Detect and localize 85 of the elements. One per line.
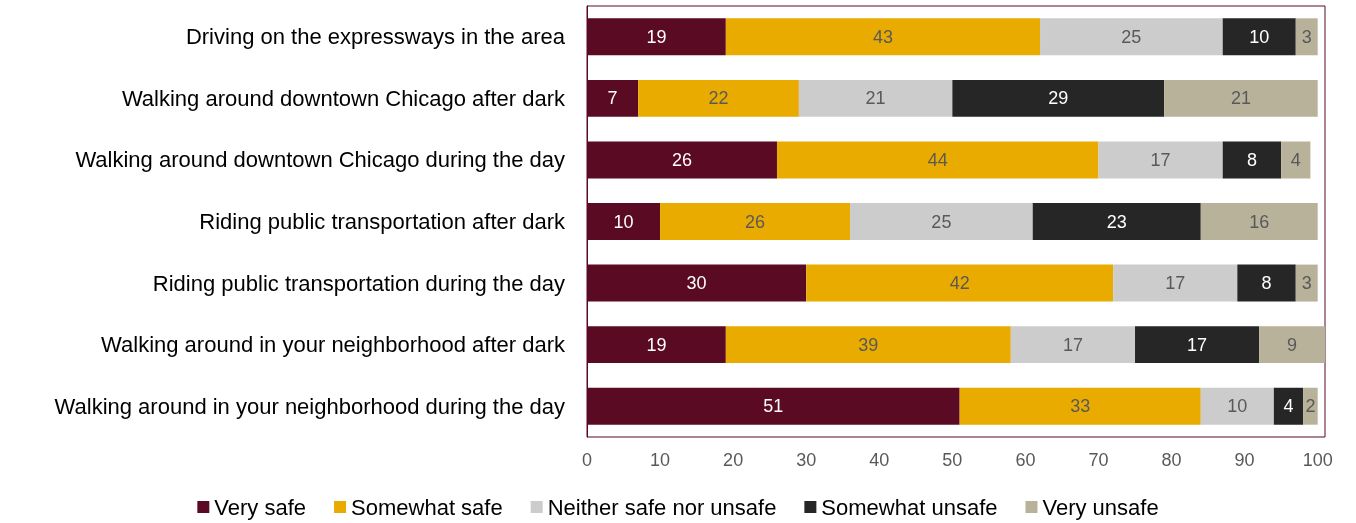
x-tick-label: 20 [723, 450, 744, 470]
x-tick-label: 50 [942, 450, 963, 470]
x-tick-label: 30 [796, 450, 817, 470]
data-label: 43 [872, 26, 893, 47]
bar [1040, 18, 1223, 56]
bar [1295, 264, 1318, 302]
data-label: 33 [1070, 396, 1091, 417]
bar [1010, 326, 1136, 364]
x-tick-label: 80 [1161, 450, 1182, 470]
bar [1032, 203, 1201, 240]
y-tick-label: Driving on the expressways in the area [185, 24, 566, 50]
legend-label: Somewhat unsafe [821, 494, 998, 520]
data-label: 3 [1301, 273, 1312, 294]
data-label: 19 [646, 334, 667, 355]
bar [776, 141, 1099, 179]
x-tick-label: 60 [1015, 450, 1036, 470]
bar [959, 387, 1201, 425]
x-tick-label: 0 [581, 450, 593, 470]
y-tick-label: Walking around downtown Chicago during the day [75, 147, 565, 173]
data-label: 30 [686, 273, 707, 294]
legend-label: Very unsafe [1042, 494, 1159, 520]
data-label: 4 [1283, 396, 1294, 417]
data-label: 3 [1301, 26, 1312, 47]
bar [725, 18, 1041, 56]
data-label: 4 [1290, 149, 1301, 170]
x-tick-label: 40 [869, 450, 890, 470]
x-tick-label: 100 [1302, 450, 1333, 470]
data-label: 29 [1048, 88, 1069, 109]
y-tick-label: Walking around downtown Chicago after dark [121, 85, 566, 111]
data-label: 44 [927, 149, 948, 170]
bar [1135, 326, 1260, 364]
bar [1295, 18, 1318, 56]
y-tick-label: Walking around in your neighborhood after dark [101, 332, 566, 358]
data-label: 39 [858, 334, 879, 355]
data-label: 17 [1187, 334, 1208, 355]
data-label: 19 [646, 26, 667, 47]
x-tick-label: 10 [650, 450, 671, 470]
data-label: 25 [1121, 26, 1142, 47]
data-label: 26 [745, 211, 766, 232]
bar [850, 203, 1033, 240]
legend-label: Neither safe nor unsafe [547, 494, 777, 520]
data-label: 10 [1249, 26, 1270, 47]
x-tick-label: 70 [1088, 450, 1109, 470]
bar [1098, 141, 1223, 179]
data-label: 23 [1106, 211, 1127, 232]
data-label: 51 [763, 396, 784, 417]
bar [1113, 264, 1238, 302]
bar [806, 264, 1114, 302]
data-label: 9 [1287, 334, 1298, 355]
data-label: 25 [931, 211, 952, 232]
y-tick-label: Walking around in your neighborhood during the day [54, 393, 565, 419]
bar [952, 79, 1165, 117]
bar [1259, 326, 1325, 364]
data-label: 26 [671, 149, 693, 170]
data-label: 10 [613, 211, 634, 232]
data-label: 16 [1249, 211, 1270, 232]
bar [660, 203, 851, 240]
bar [1222, 141, 1282, 179]
data-label: 10 [1227, 396, 1248, 417]
data-label: 7 [607, 88, 618, 109]
bar [1237, 264, 1296, 302]
bar [1164, 79, 1318, 117]
data-label: 21 [865, 88, 886, 109]
legend-label: Somewhat safe [351, 494, 503, 520]
data-label: 17 [1150, 149, 1171, 170]
y-tick-label: Riding public transportation during the day [152, 270, 565, 296]
data-label: 21 [1230, 88, 1251, 109]
bar [638, 79, 799, 117]
bar [1222, 18, 1296, 56]
data-label: 42 [949, 273, 970, 294]
bar [798, 79, 953, 117]
data-label: 17 [1165, 273, 1186, 294]
y-tick-label: Riding public transportation after dark [199, 209, 566, 234]
data-label: 8 [1261, 273, 1272, 294]
bar [1281, 141, 1311, 179]
bar [1273, 387, 1304, 425]
x-tick-label: 90 [1234, 450, 1255, 470]
data-label: 8 [1246, 149, 1257, 170]
bar [1200, 203, 1318, 240]
legend-label: Very safe [214, 494, 307, 520]
bar [725, 326, 1011, 364]
data-label: 22 [708, 88, 729, 109]
data-label: 17 [1062, 334, 1083, 355]
bar [1200, 387, 1274, 425]
data-label: 2 [1305, 396, 1316, 417]
